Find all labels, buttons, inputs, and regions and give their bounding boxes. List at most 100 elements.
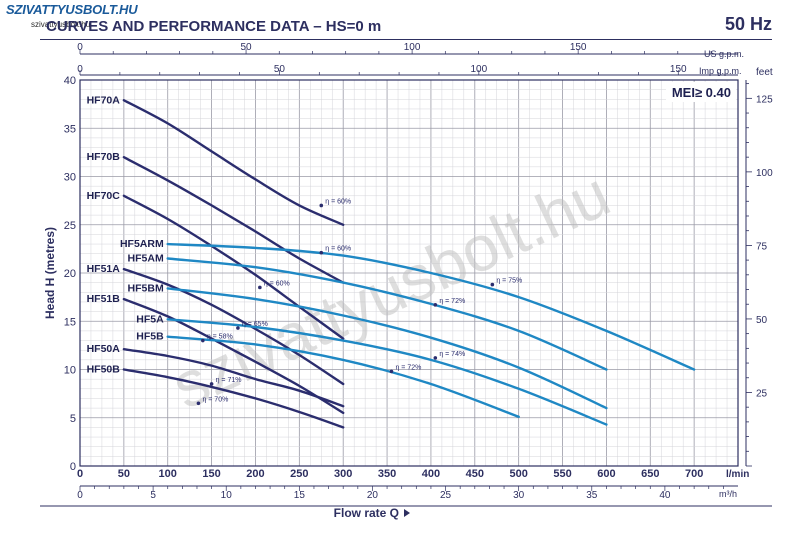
left-axis: 0 5 10 15 20 25 30 35 40 Head H (metres)	[43, 75, 76, 473]
y-tick-label: 30	[64, 172, 76, 184]
series-label-hf5arm: HF5ARM	[120, 238, 164, 250]
feet-tick-label: 50	[756, 315, 768, 326]
efficiency-label: η = 58%	[207, 334, 233, 341]
efficiency-labels: η = 60% η = 60% η = 60% η = 65% η = 58% η = 7…	[196, 198, 522, 406]
efficiency-label: η = 72%	[439, 298, 465, 305]
m3h-tick-label: 40	[659, 490, 671, 501]
y-tick-label: 10	[64, 365, 76, 377]
series-line-hf70a	[122, 99, 345, 226]
x-unit-label: l/min	[726, 469, 749, 480]
efficiency-label: η = 60%	[325, 198, 351, 205]
series-line-hf70c	[122, 194, 345, 340]
x-tick-label: 0	[77, 468, 83, 480]
efficiency-marker	[433, 356, 438, 360]
feet-tick-label: 125	[756, 94, 773, 105]
efficiency-marker	[258, 285, 262, 290]
feet-tick-label: 75	[756, 241, 768, 252]
series-line-hf5bm	[166, 287, 608, 410]
x-tick-label: 550	[553, 468, 571, 480]
usgpm-tick-label: 100	[404, 42, 421, 53]
m3h-tick-label: 15	[294, 490, 306, 501]
series-label-hf50b: HF50B	[87, 364, 121, 376]
efficiency-label: η = 65%	[242, 321, 268, 328]
efficiency-marker	[319, 250, 324, 255]
y-tick-label: 0	[70, 461, 76, 473]
efficiency-label: η = 60%	[325, 246, 351, 253]
efficiency-marker	[433, 303, 438, 307]
x-tick-label: 250	[290, 468, 308, 480]
annotations: MEI≥ 0.40	[666, 82, 736, 102]
m3h-tick-label: 5	[150, 490, 156, 501]
efficiency-label: η = 74%	[439, 351, 465, 358]
series-label-hf70a: HF70A	[87, 94, 121, 106]
series-line-hf50b	[122, 368, 345, 429]
series-label-hf70c: HF70C	[87, 190, 121, 202]
x-tick-label: 700	[685, 468, 703, 480]
m3h-tick-label: 25	[440, 490, 452, 501]
efficiency-label: η = 71%	[216, 377, 242, 384]
efficiency-marker	[196, 401, 201, 406]
usgpm-tick-label: 150	[570, 42, 587, 53]
title-rule	[40, 39, 772, 40]
impgpm-tick-label: 100	[471, 64, 488, 75]
efficiency-label: η = 72%	[395, 364, 421, 371]
series-line-hf5b	[166, 335, 520, 418]
mei-label: MEI≥ 0.40	[672, 85, 731, 100]
efficiency-label: η = 75%	[496, 278, 522, 285]
x-tick-label: 650	[641, 468, 659, 480]
x-tick-label: 150	[202, 468, 220, 480]
y-axis-label: Head H (metres)	[43, 227, 57, 319]
top-axes: 0 50 100 150 US g.p.m. 0 50 100 150 Imp g.p.m.	[77, 42, 744, 76]
x-tick-label: 450	[466, 468, 484, 480]
series-line-hf5arm	[166, 242, 696, 371]
efficiency-marker	[319, 203, 324, 208]
m3h-tick-label: 0	[77, 490, 83, 501]
mei-box	[666, 82, 736, 102]
grid	[79, 79, 739, 467]
right-axis: 25 50 75 100 125 feet	[745, 67, 773, 467]
feet-tick-label: 25	[756, 388, 768, 399]
series-label-hf70b: HF70B	[87, 151, 121, 163]
efficiency-marker	[389, 369, 394, 374]
series-line-hf5a	[166, 318, 608, 426]
series-labels: HF70A HF70B HF70C HF51A HF51B HF50A HF50B HF5AR…	[87, 94, 165, 375]
y-tick-label: 40	[64, 75, 76, 87]
x-axis-arrow-icon	[404, 509, 410, 517]
x-tick-label: 350	[378, 468, 396, 480]
series-line-hf51a	[122, 267, 345, 386]
efficiency-marker	[209, 382, 214, 386]
impgpm-tick-label: 0	[77, 64, 83, 75]
x-axis-label: Flow rate Q	[334, 506, 399, 520]
series-label-hf5bm: HF5BM	[128, 282, 164, 294]
x-tick-label: 300	[334, 468, 352, 480]
usgpm-unit-label: US g.p.m.	[704, 49, 744, 59]
series-line-hf70b	[122, 156, 345, 284]
m3h-tick-label: 20	[367, 490, 379, 501]
series-layer	[122, 99, 696, 429]
series-line-hf50a	[122, 348, 345, 408]
m3h-tick-label: 30	[513, 490, 525, 501]
page-title: CURVES AND PERFORMANCE DATA – HS=0 m	[46, 18, 382, 35]
x-tick-label: 100	[159, 468, 177, 480]
series-label-hf51b: HF51B	[87, 293, 121, 305]
usgpm-tick-label: 0	[77, 42, 83, 53]
series-label-hf50a: HF50A	[87, 343, 121, 355]
efficiency-marker	[490, 282, 495, 287]
m3h-unit-label: m³/h	[719, 489, 737, 499]
efficiency-marker	[201, 338, 205, 343]
y-tick-label: 15	[64, 316, 76, 328]
plot-frame	[79, 79, 739, 467]
bottom-axes: 0 50 100 150 200 250 300 350 400 450 500 550 600 650 7…	[40, 468, 772, 520]
m3h-tick-label: 35	[586, 490, 598, 501]
brand-logo: SZIVATTYUSBOLT.HU	[6, 2, 138, 17]
x-tick-label: 600	[597, 468, 615, 480]
m3h-tick-label: 10	[221, 490, 233, 501]
impgpm-unit-label: Imp g.p.m.	[699, 66, 742, 76]
impgpm-tick-label: 150	[670, 64, 687, 75]
brand-site-text: szivattyusbolt.hu	[31, 20, 91, 29]
y-tick-label: 20	[64, 268, 76, 280]
y-tick-label: 25	[64, 220, 76, 232]
series-label-hf5b: HF5B	[136, 331, 164, 343]
series-label-hf51a: HF51A	[87, 263, 121, 275]
